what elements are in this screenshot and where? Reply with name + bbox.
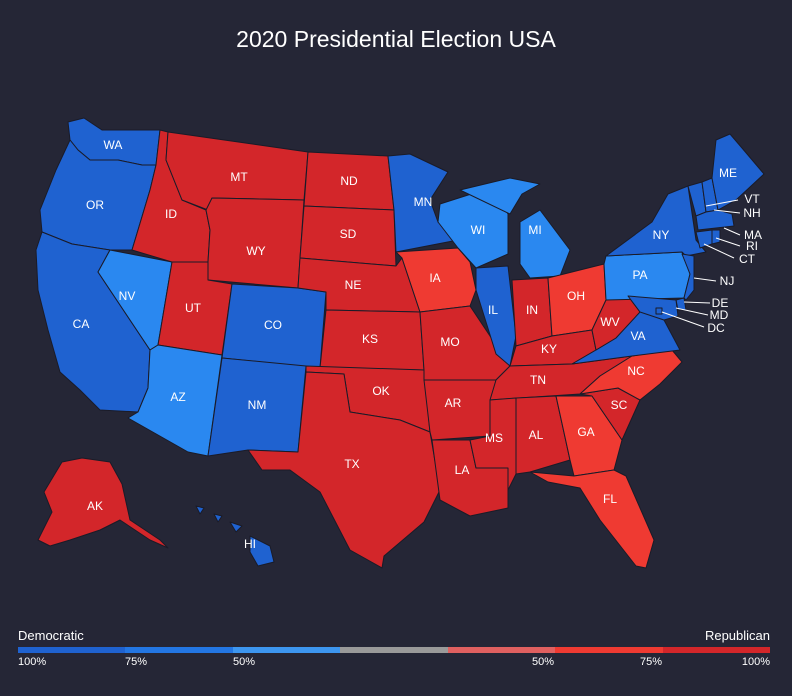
- label-NE: NE: [345, 278, 362, 292]
- legend-tick-rep-75: 75%: [640, 656, 663, 668]
- state-RI[interactable]: [711, 229, 721, 245]
- state-MA[interactable]: [695, 209, 735, 231]
- label-GA: GA: [577, 425, 594, 439]
- state-ME[interactable]: [711, 133, 765, 211]
- state-CO[interactable]: [221, 283, 327, 369]
- state-AK[interactable]: [37, 457, 169, 549]
- label-CT: CT: [739, 252, 756, 266]
- label-TX: TX: [344, 457, 359, 471]
- legend-democratic-label: Democratic: [18, 628, 84, 643]
- label-IA: IA: [429, 271, 440, 285]
- label-AK: AK: [87, 499, 103, 513]
- label-WA: WA: [104, 138, 123, 152]
- legend-republican-label: Republican: [704, 628, 770, 643]
- state-NC[interactable]: [579, 349, 683, 401]
- label-NV: NV: [119, 289, 136, 303]
- map-title: 2020 Presidential Election USA: [236, 26, 556, 52]
- state-labels: WA OR CA NV ID MT WY UT AZ CO NM ND SD N…: [73, 138, 762, 551]
- legend-segment: [555, 647, 663, 653]
- label-LA: LA: [455, 463, 470, 477]
- label-IN: IN: [526, 303, 538, 317]
- state-AL[interactable]: [515, 395, 571, 475]
- label-OH: OH: [567, 289, 585, 303]
- legend-tick-dem-75: 75%: [125, 656, 148, 668]
- state-NY[interactable]: [605, 185, 707, 257]
- label-SC: SC: [611, 398, 628, 412]
- label-MS: MS: [485, 431, 503, 445]
- state-NJ[interactable]: [681, 253, 695, 301]
- state-WY[interactable]: [205, 197, 305, 289]
- label-OR: OR: [86, 198, 104, 212]
- state-HI[interactable]: [195, 505, 275, 567]
- label-WI: WI: [471, 223, 486, 237]
- label-MO: MO: [440, 335, 459, 349]
- label-MN: MN: [414, 195, 433, 209]
- legend-tick-rep-50: 50%: [532, 656, 555, 668]
- state-AR[interactable]: [423, 379, 497, 441]
- label-ND: ND: [340, 174, 358, 188]
- legend-color-scale: [18, 647, 770, 653]
- label-ID: ID: [165, 207, 177, 221]
- label-AZ: AZ: [170, 390, 185, 404]
- label-SD: SD: [340, 227, 357, 241]
- label-CO: CO: [264, 318, 282, 332]
- label-HI: HI: [244, 537, 256, 551]
- label-MI: MI: [528, 223, 541, 237]
- legend-segment: [18, 647, 126, 653]
- state-DC[interactable]: [655, 307, 663, 315]
- label-NM: NM: [248, 398, 267, 412]
- legend-tick-dem-100: 100%: [18, 656, 47, 668]
- label-VT: VT: [744, 192, 760, 206]
- label-CA: CA: [73, 317, 90, 331]
- label-OK: OK: [372, 384, 389, 398]
- legend-segment: [232, 647, 341, 653]
- label-RI: RI: [746, 239, 758, 253]
- state-MD[interactable]: [627, 295, 679, 321]
- label-leaders: [661, 199, 741, 328]
- label-KS: KS: [362, 332, 378, 346]
- label-MT: MT: [230, 170, 248, 184]
- label-MA: MA: [744, 228, 762, 242]
- label-DC: DC: [707, 321, 725, 335]
- label-ME: ME: [719, 166, 737, 180]
- label-FL: FL: [603, 492, 617, 506]
- label-UT: UT: [185, 301, 202, 315]
- state-TX[interactable]: [247, 371, 441, 569]
- legend-segment: [340, 647, 448, 653]
- label-VA: VA: [630, 329, 645, 343]
- label-PA: PA: [632, 268, 647, 282]
- label-WV: WV: [600, 315, 619, 329]
- label-NJ: NJ: [720, 274, 735, 288]
- label-WY: WY: [246, 244, 265, 258]
- legend-segment: [125, 647, 233, 653]
- legend-tick-dem-50: 50%: [233, 656, 256, 668]
- label-AL: AL: [529, 428, 544, 442]
- label-IL: IL: [488, 303, 498, 317]
- label-NH: NH: [743, 206, 760, 220]
- label-NY: NY: [653, 228, 670, 242]
- legend-tick-rep-100: 100%: [741, 656, 770, 668]
- label-TN: TN: [530, 373, 546, 387]
- legend-segment: [447, 647, 556, 653]
- legend-segment: [662, 647, 770, 653]
- state-FL[interactable]: [529, 469, 655, 569]
- label-AR: AR: [445, 396, 462, 410]
- label-DE: DE: [712, 296, 729, 310]
- label-MD: MD: [710, 308, 729, 322]
- label-KY: KY: [541, 342, 557, 356]
- label-NC: NC: [627, 364, 645, 378]
